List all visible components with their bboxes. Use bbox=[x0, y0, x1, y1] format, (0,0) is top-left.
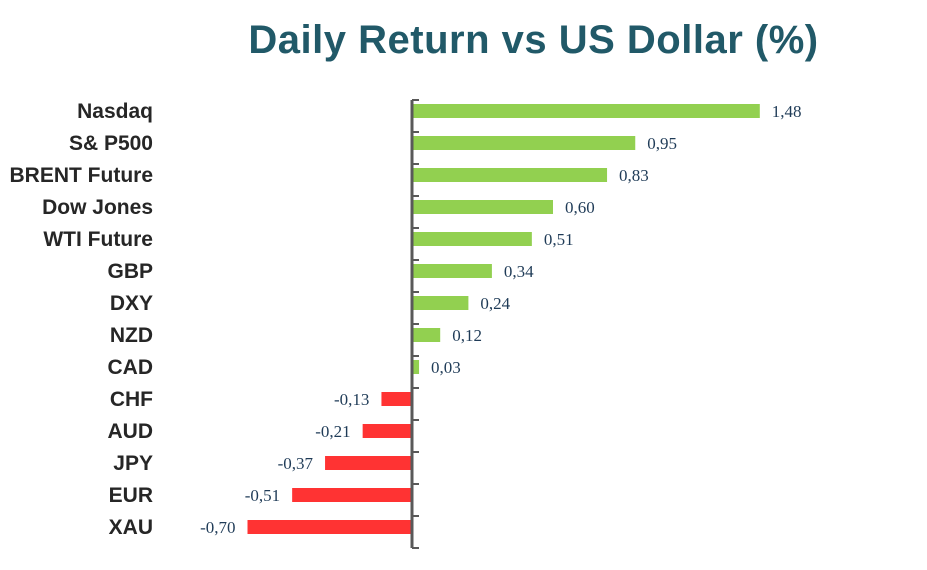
bar-gbp bbox=[412, 264, 492, 278]
bar-dxy bbox=[412, 296, 469, 310]
bar-aud bbox=[362, 424, 412, 438]
value-label: -0,70 bbox=[200, 518, 235, 537]
category-label: AUD bbox=[108, 420, 154, 443]
category-label: WTI Future bbox=[43, 228, 153, 251]
value-label: 0,60 bbox=[565, 198, 595, 217]
value-label: -0,37 bbox=[278, 454, 314, 473]
bar-nasdaq bbox=[412, 104, 760, 118]
category-label: Dow Jones bbox=[42, 196, 153, 219]
category-label: NZD bbox=[110, 324, 153, 347]
bar-brent-future bbox=[412, 168, 608, 182]
bar-cad bbox=[412, 360, 420, 374]
category-label: BRENT Future bbox=[10, 164, 154, 187]
bar-eur bbox=[292, 488, 412, 502]
bar-dow-jones bbox=[412, 200, 553, 214]
chart-title: Daily Return vs US Dollar (%) bbox=[248, 18, 819, 62]
value-label: 0,12 bbox=[452, 326, 482, 345]
value-label: 0,95 bbox=[647, 134, 677, 153]
category-label: EUR bbox=[109, 484, 153, 507]
bar-s-p500 bbox=[412, 136, 636, 150]
category-label: CAD bbox=[108, 356, 154, 379]
bar-nzd bbox=[412, 328, 441, 342]
category-label: XAU bbox=[109, 516, 153, 539]
category-label: CHF bbox=[110, 388, 153, 411]
value-label: 1,48 bbox=[772, 102, 802, 121]
category-label: S& P500 bbox=[69, 132, 153, 155]
category-label: GBP bbox=[107, 260, 153, 283]
value-label: 0,24 bbox=[480, 294, 510, 313]
value-label: 0,34 bbox=[504, 262, 534, 281]
category-label: Nasdaq bbox=[77, 100, 153, 123]
value-label: -0,51 bbox=[245, 486, 280, 505]
category-label: DXY bbox=[110, 292, 153, 315]
value-label: 0,51 bbox=[544, 230, 574, 249]
category-label: JPY bbox=[113, 452, 153, 475]
value-label: -0,21 bbox=[315, 422, 350, 441]
bar-chf bbox=[381, 392, 412, 406]
bar-wti-future bbox=[412, 232, 532, 246]
value-label: 0,83 bbox=[619, 166, 649, 185]
bar-xau bbox=[247, 520, 412, 534]
bar-jpy bbox=[325, 456, 412, 470]
value-label: -0,13 bbox=[334, 390, 369, 409]
value-label: 0,03 bbox=[431, 358, 461, 377]
